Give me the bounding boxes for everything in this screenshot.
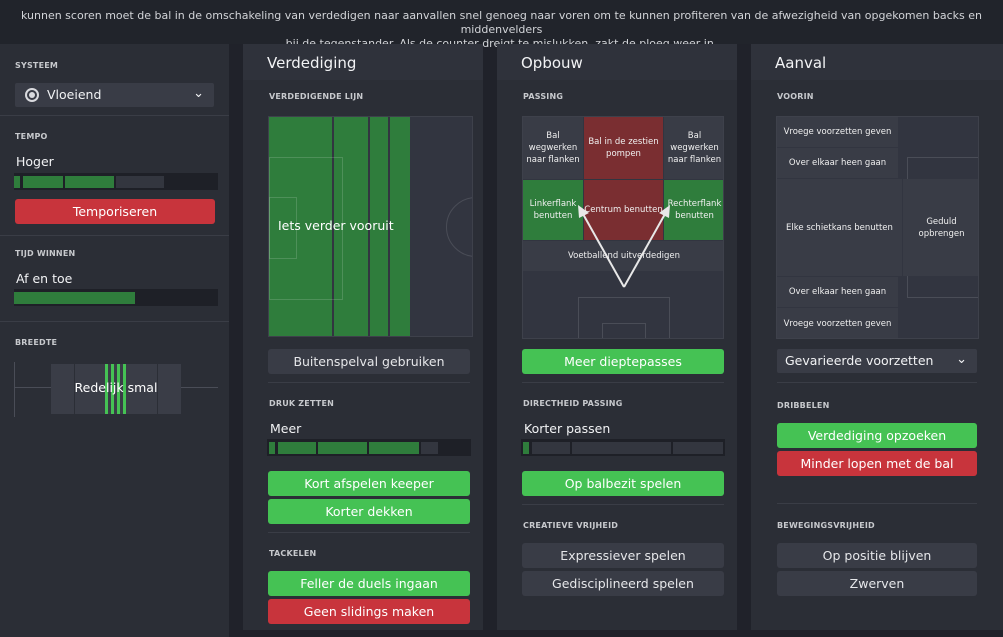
korter-dekken-button[interactable]: Korter dekken (268, 499, 470, 524)
chevron-down-icon: ⌄ (956, 352, 967, 367)
tijd-winnen-title: TIJD WINNEN (15, 249, 76, 258)
tempo-bar (14, 173, 218, 190)
verdedigende-lijn-pitch[interactable]: Iets verder vooruit (268, 116, 473, 337)
divider (0, 235, 229, 236)
verdedigende-lijn-value: Iets verder vooruit (278, 218, 394, 233)
meer-dieptepasses-button[interactable]: Meer dieptepasses (522, 349, 724, 374)
opbouw-title: Opbouw (497, 44, 737, 80)
zone-vroege-voorzetten-1[interactable]: Vroege voorzetten geven (777, 117, 898, 147)
cell-rechterflank[interactable]: Rechterflank benutten (664, 180, 723, 240)
minder-lopen-button[interactable]: Minder lopen met de bal (777, 451, 977, 476)
divider (0, 321, 229, 322)
directheid-value: Korter passen (524, 421, 611, 436)
voorzetten-value: Gevarieerde voorzetten (785, 353, 934, 368)
balbezit-button[interactable]: Op balbezit spelen (522, 471, 724, 496)
breedte-value: Redelijk smal (74, 380, 158, 395)
zwerven-button[interactable]: Zwerven (777, 571, 977, 596)
dribbelen-title: DRIBBELEN (777, 401, 830, 410)
duels-button[interactable]: Feller de duels ingaan (268, 571, 470, 596)
druk-zetten-value: Meer (270, 421, 302, 436)
divider (268, 382, 470, 383)
tijd-winnen-value: Af en toe (16, 271, 73, 286)
divider (522, 504, 724, 505)
temporiseren-button[interactable]: Temporiseren (15, 199, 215, 224)
slidings-button[interactable]: Geen slidings maken (268, 599, 470, 624)
left-panel: SYSTEEM Vloeiend ⌄ TEMPO Hoger Temporise… (0, 44, 229, 637)
tempo-value: Hoger (16, 154, 54, 169)
chevron-down-icon: ⌄ (193, 86, 204, 101)
zone-elke-schietkans[interactable]: Elke schietkans benutten (777, 179, 902, 276)
tactic-description: kunnen scoren moet de bal in de omschake… (0, 0, 1003, 50)
directheid-bar (521, 439, 725, 456)
verdedigende-lijn-title: VERDEDIGENDE LIJN (269, 92, 364, 101)
tijd-winnen-bar (14, 289, 218, 306)
aanval-column: Aanval VOORIN Vroege voorzetten geven Ov… (751, 44, 1003, 630)
creatieve-vrijheid-title: CREATIEVE VRIJHEID (523, 521, 619, 530)
pass-arrows (578, 205, 670, 288)
breedte-title: BREEDTE (15, 338, 58, 347)
aanval-title: Aanval (751, 44, 1003, 80)
opbouw-column: Opbouw PASSING Bal wegwerken naar flanke… (497, 44, 737, 630)
voorin-pitch: Vroege voorzetten geven Over elkaar heen… (776, 116, 979, 339)
verdediging-opzoeken-button[interactable]: Verdediging opzoeken (777, 423, 977, 448)
systeem-value: Vloeiend (47, 87, 102, 102)
zone-vroege-voorzetten-2[interactable]: Vroege voorzetten geven (777, 308, 898, 338)
tempo-title: TEMPO (15, 132, 48, 141)
divider (777, 503, 977, 504)
breedte-pitch[interactable]: Redelijk smal (14, 362, 218, 417)
tackelen-title: TACKELEN (269, 549, 317, 558)
directheid-title: DIRECTHEID PASSING (523, 399, 623, 408)
divider (777, 382, 977, 383)
divider (0, 115, 229, 116)
divider (522, 382, 724, 383)
systeem-dropdown[interactable]: Vloeiend ⌄ (15, 83, 214, 107)
zone-over-elkaar-1[interactable]: Over elkaar heen gaan (777, 148, 898, 178)
systeem-title: SYSTEEM (15, 61, 59, 70)
cell-bal-in-zestien[interactable]: Bal in de zestien pompen (584, 117, 663, 179)
verdediging-column: Verdediging VERDEDIGENDE LIJN Iets verde… (243, 44, 483, 630)
divider (268, 532, 470, 533)
fluid-system-icon (25, 88, 39, 102)
voorin-title: VOORIN (777, 92, 814, 101)
cell-linkerflank[interactable]: Linkerflank benutten (523, 180, 583, 240)
passing-pitch: Bal wegwerken naar flanken Bal in de zes… (522, 116, 724, 339)
buitenspelval-button[interactable]: Buitenspelval gebruiken (268, 349, 470, 374)
expressiever-button[interactable]: Expressiever spelen (522, 543, 724, 568)
cell-centrum[interactable]: Centrum benutten (584, 180, 663, 240)
zone-geduld[interactable]: Geduld opbrengen (903, 179, 978, 276)
cell-voetballend-uitverdedigen[interactable]: Voetballend uitverdedigen (523, 241, 723, 271)
passing-title: PASSING (523, 92, 564, 101)
verdediging-title: Verdediging (243, 44, 483, 80)
description-line-1: kunnen scoren moet de bal in de omschake… (21, 9, 982, 36)
voorzetten-dropdown[interactable]: Gevarieerde voorzetten ⌄ (777, 349, 977, 373)
zone-over-elkaar-2[interactable]: Over elkaar heen gaan (777, 277, 898, 307)
gedisciplineerd-button[interactable]: Gedisciplineerd spelen (522, 571, 724, 596)
cell-bal-wegwerken-links[interactable]: Bal wegwerken naar flanken (523, 117, 583, 179)
bewegingsvrijheid-title: BEWEGINGSVRIJHEID (777, 521, 875, 530)
keeper-voorkomen-button[interactable]: Kort afspelen keeper voorkomen (268, 471, 470, 516)
op-positie-button[interactable]: Op positie blijven (777, 543, 977, 568)
cell-bal-wegwerken-rechts[interactable]: Bal wegwerken naar flanken (664, 117, 723, 179)
druk-zetten-title: DRUK ZETTEN (269, 399, 335, 408)
druk-zetten-bar (267, 439, 471, 456)
